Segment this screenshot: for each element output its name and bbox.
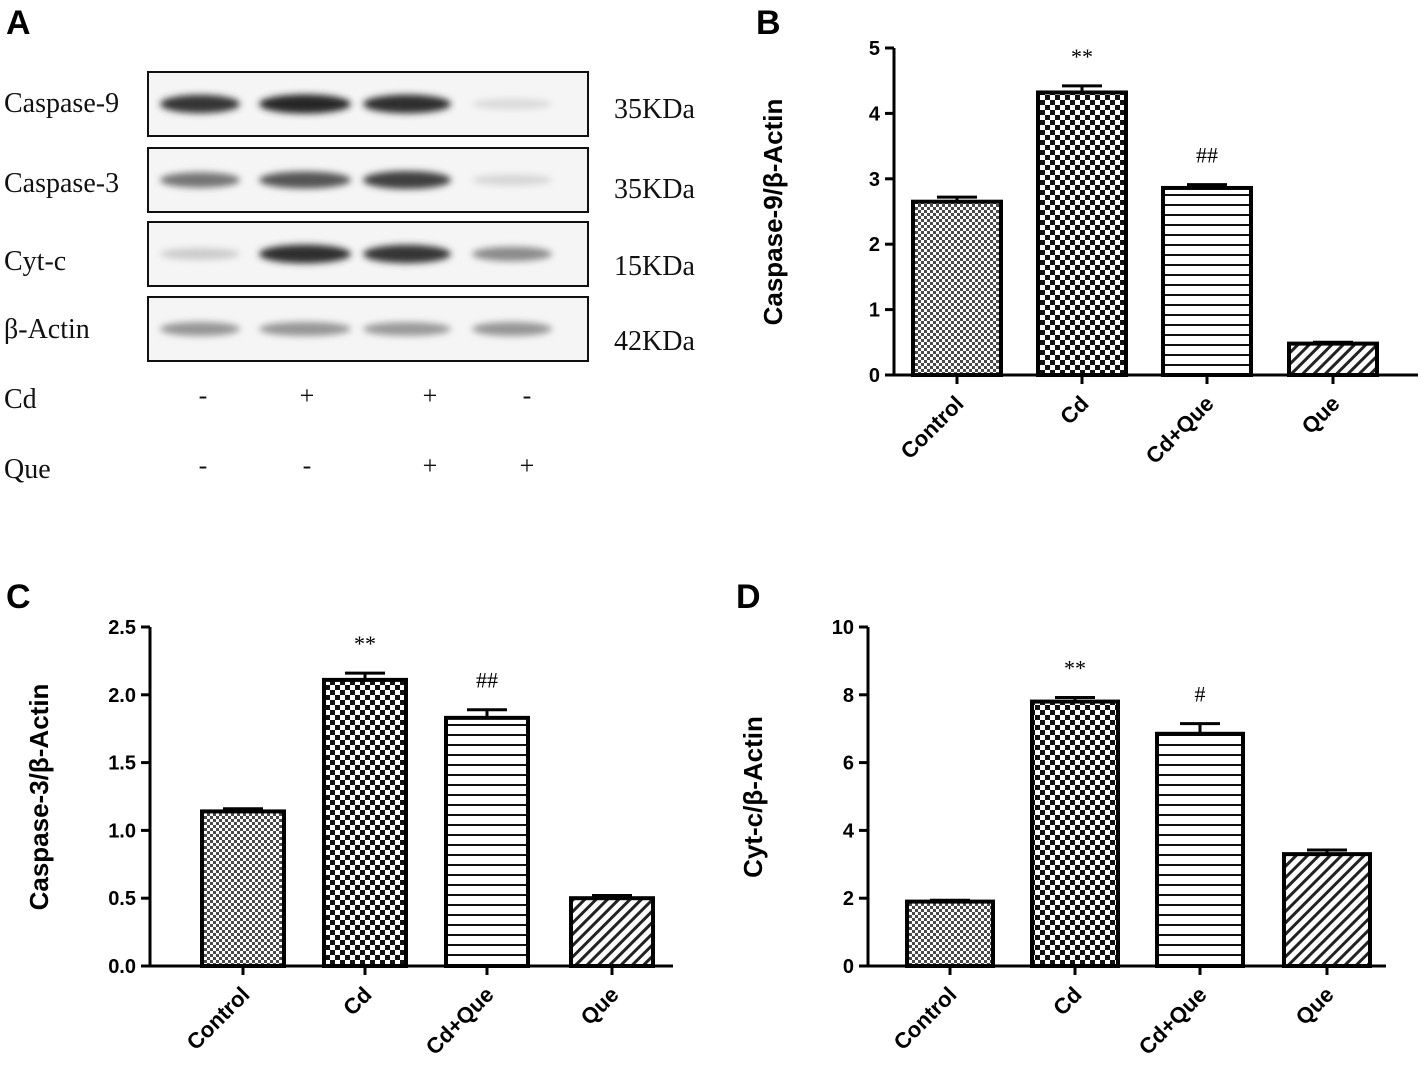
- western-blot: Caspase-9 35KDa Caspase-3 35KDa Cyt-c 15KDa β-…: [4, 71, 695, 485]
- y-tick-label: 0.0: [108, 956, 136, 978]
- bar-control: [911, 199, 1003, 377]
- bar-cd: [322, 677, 408, 968]
- blot-band: [160, 322, 240, 336]
- blot-kda-label: 15KDa: [614, 251, 695, 282]
- x-tick-label: Cd+Que: [1134, 982, 1212, 1060]
- blot-band: [472, 174, 552, 186]
- bar-control: [200, 809, 286, 969]
- y-tick-label: 4: [843, 820, 855, 842]
- y-tick-label: 2.0: [108, 685, 136, 707]
- treatment-sign: +: [300, 381, 315, 410]
- significance-marker: ##: [1196, 143, 1218, 168]
- x-tick-label: Que: [576, 982, 624, 1030]
- y-tick-label: 1: [869, 300, 880, 322]
- blot-band: [472, 322, 552, 336]
- blot-row-label: Caspase-9: [4, 88, 119, 119]
- blot-band: [259, 171, 351, 189]
- blot-band: [160, 172, 240, 188]
- treatment-sign: -: [303, 451, 312, 480]
- chart-caspase9: 0 1 2 3 4 5 Caspase-9/β-Actin Control ** Cd ## Cd+Q…: [758, 38, 1418, 469]
- blot-band: [363, 244, 451, 264]
- significance-marker: #: [1195, 682, 1206, 707]
- bar-cd: [1036, 90, 1128, 378]
- treatment-label: Cd: [4, 384, 37, 415]
- y-tick-label: 0: [843, 956, 854, 978]
- panel-letter-c: C: [6, 578, 31, 616]
- blot-kda-label: 42KDa: [614, 326, 695, 357]
- blot-band: [259, 244, 351, 264]
- y-tick-label: 5: [869, 38, 880, 60]
- treatment-sign: +: [423, 451, 438, 480]
- x-tick-label: Control: [182, 982, 255, 1055]
- blot-row-label: Caspase-3: [4, 168, 119, 199]
- bar-control: [905, 899, 995, 969]
- blot-row-label: β-Actin: [4, 314, 90, 345]
- bar-cd-que: [444, 715, 530, 968]
- y-tick-label: 1.5: [108, 753, 136, 775]
- blot-row-label: Cyt-c: [4, 246, 66, 277]
- x-tick-label: Cd+Que: [421, 982, 499, 1060]
- chart-caspase3: 0.0 0.5 1.0 1.5 2.0 2.5 Caspase-3/β-Actin Contr…: [24, 617, 673, 1060]
- treatment-label: Que: [4, 454, 51, 485]
- y-tick-label: 2: [869, 234, 880, 256]
- bar-que: [1287, 341, 1379, 378]
- treatment-sign: -: [199, 381, 208, 410]
- blot-kda-label: 35KDa: [614, 94, 695, 125]
- x-tick-label: Cd+Que: [1141, 391, 1219, 469]
- x-tick-label: Cd: [338, 982, 376, 1020]
- y-tick-label: 1.0: [108, 820, 136, 842]
- blot-band: [363, 94, 451, 114]
- blot-kda-label: 35KDa: [614, 174, 695, 205]
- significance-marker: **: [1071, 44, 1093, 69]
- significance-marker: ##: [476, 668, 498, 693]
- blot-band: [160, 94, 240, 114]
- y-tick-label: 2.5: [108, 617, 136, 639]
- y-axis-label: Caspase-3/β-Actin: [24, 684, 54, 911]
- y-tick-label: 8: [843, 685, 854, 707]
- blot-band: [363, 171, 451, 189]
- y-tick-label: 0: [869, 365, 880, 387]
- bar-cd-que: [1161, 185, 1253, 377]
- blot-band: [472, 98, 552, 110]
- treatment-sign: +: [423, 381, 438, 410]
- y-tick-label: 2: [843, 888, 854, 910]
- treatment-sign: -: [523, 381, 532, 410]
- panel-letter-d: D: [736, 578, 761, 616]
- panel-letter-a: A: [6, 4, 31, 42]
- bar-cd-que: [1155, 731, 1245, 968]
- significance-marker: **: [1064, 656, 1086, 681]
- blot-band: [472, 246, 552, 262]
- treatment-sign: -: [199, 451, 208, 480]
- blot-band: [363, 322, 451, 336]
- bar-que: [569, 896, 655, 969]
- chart-cytc: 0 2 4 6 8 10 Cyt-c/β-Actin Control ** Cd # Cd+Que Qu…: [738, 617, 1386, 1060]
- bar-que: [1282, 852, 1372, 969]
- significance-marker: **: [354, 631, 376, 656]
- bar-cd: [1030, 699, 1120, 969]
- y-axis-label: Caspase-9/β-Actin: [758, 99, 788, 326]
- x-tick-label: Cd: [1048, 982, 1086, 1020]
- panel-letter-b: B: [756, 4, 781, 42]
- y-tick-label: 0.5: [108, 888, 136, 910]
- x-tick-label: Que: [1297, 391, 1345, 439]
- y-tick-label: 6: [843, 753, 854, 775]
- y-axis-label: Cyt-c/β-Actin: [738, 716, 768, 878]
- blot-band: [259, 94, 351, 114]
- x-tick-label: Cd: [1055, 391, 1093, 429]
- treatment-sign: +: [520, 451, 535, 480]
- x-tick-label: Control: [889, 982, 962, 1055]
- blot-band: [160, 248, 240, 260]
- y-tick-label: 10: [832, 617, 854, 639]
- y-tick-label: 3: [869, 169, 880, 191]
- y-tick-label: 4: [869, 103, 881, 125]
- x-tick-label: Control: [896, 391, 969, 464]
- x-tick-label: Que: [1291, 982, 1339, 1030]
- blot-band: [259, 322, 351, 336]
